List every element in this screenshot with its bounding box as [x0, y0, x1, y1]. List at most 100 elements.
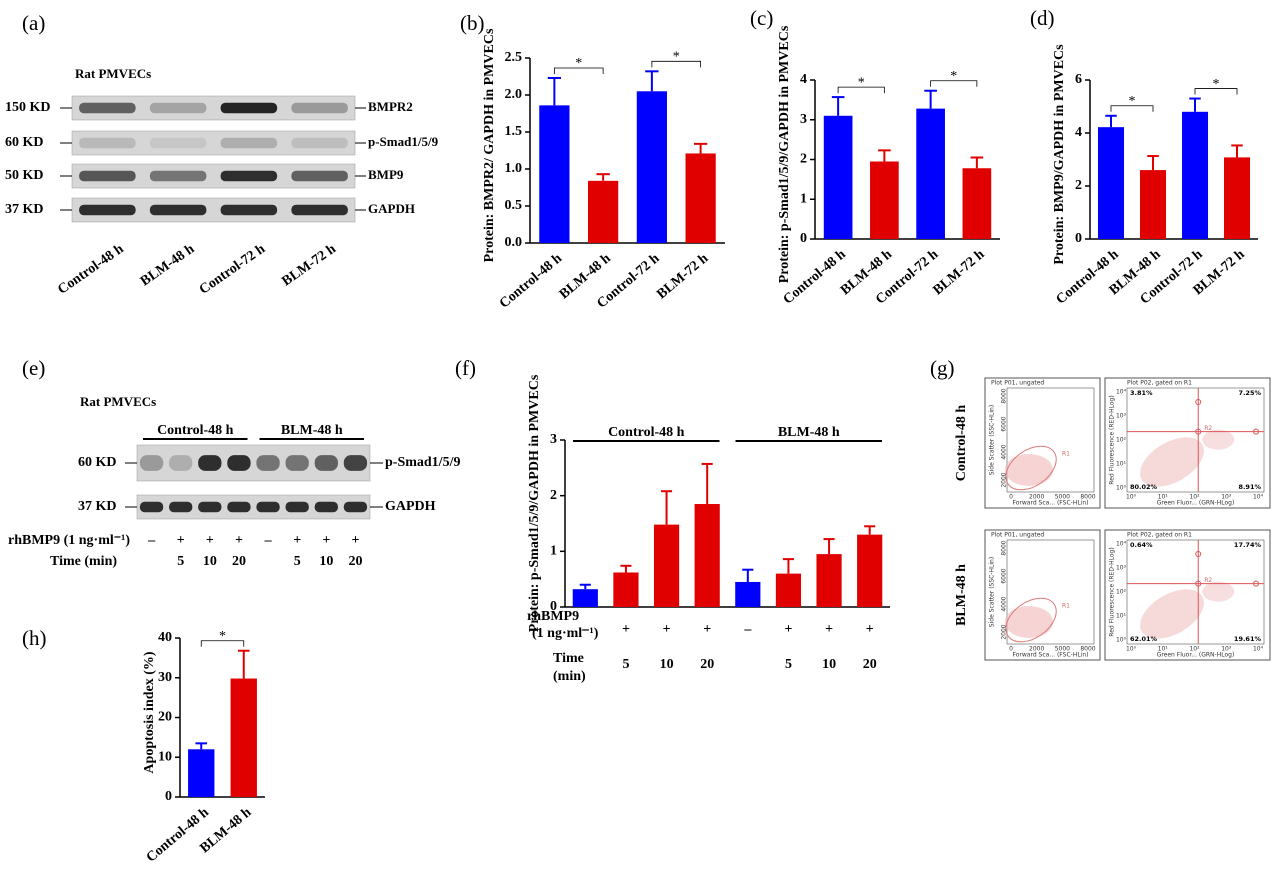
significance-label: * [1129, 94, 1136, 109]
group-label: Control-48 h [608, 425, 685, 440]
bar [694, 504, 720, 607]
y-axis-label: Protein: BMP9/GAPDH in PMVECs [1052, 44, 1067, 265]
row-label: Control-48 h [954, 405, 969, 482]
row-value: – [581, 622, 590, 637]
lane-label: Control-48 h [55, 242, 126, 298]
row-value: + [206, 533, 214, 548]
bar [1139, 170, 1167, 239]
row-label: rhBMP9 (1 ng·ml⁻¹) [8, 533, 130, 548]
error-bar [742, 568, 754, 582]
row-value: 5 [622, 657, 629, 672]
significance-label: * [858, 75, 865, 90]
row-value: 10 [203, 554, 217, 569]
panel-label: (e) [22, 356, 45, 380]
x-tick-label: 8000 [1080, 494, 1095, 501]
y-tick-label: 10² [1116, 437, 1127, 444]
row-label: Time [553, 651, 584, 666]
blot-band [149, 102, 207, 114]
y-tick-label: 4000 [1001, 444, 1008, 459]
bar [1097, 127, 1125, 239]
mw-label: 37 KD [78, 499, 117, 514]
bar [572, 589, 598, 607]
error-bar [693, 142, 708, 154]
x-axis-label: Forward Sca... (FSC-HLin) [1013, 652, 1089, 659]
y-tick-label: 6 [1075, 72, 1082, 87]
panel-label: (h) [22, 626, 47, 650]
mw-label: 150 KD [5, 100, 51, 115]
gate-label: R2 [1204, 577, 1212, 584]
blot-band [139, 455, 164, 471]
y-tick-label: 1.0 [505, 161, 523, 176]
bar [188, 749, 215, 797]
significance-bracket [1194, 88, 1238, 95]
event-cloud [1140, 437, 1204, 487]
plot-title: Plot P02, gated on R1 [1127, 532, 1192, 539]
bar [588, 180, 619, 243]
y-tick-label: 10³ [1116, 565, 1127, 572]
y-tick-label: 0.5 [505, 198, 523, 213]
x-tick-label: 5000 [1055, 494, 1070, 501]
error-bar [645, 70, 659, 92]
bar [230, 678, 257, 797]
x-tick-label: 0 [1009, 494, 1013, 501]
bar [916, 108, 945, 240]
protein-label: BMP9 [368, 167, 404, 182]
y-tick-label: 10¹ [1116, 461, 1127, 468]
x-tick-label: 10⁰ [1126, 494, 1137, 501]
row-value: 20 [232, 554, 246, 569]
quadrant-value: 17.74% [1234, 541, 1262, 549]
blot-band [79, 137, 136, 149]
y-tick-label: 1.5 [505, 124, 523, 139]
y-axis-label: Side Scatter (SSC-HLin) [989, 557, 996, 627]
event-cloud [1202, 581, 1235, 602]
x-tick-label: 10⁴ [1253, 646, 1264, 653]
bar [685, 153, 716, 243]
protein-label: GAPDH [385, 499, 436, 514]
row-value: + [177, 533, 185, 548]
mw-label: 60 KD [5, 135, 44, 150]
row-value: 20 [700, 657, 714, 672]
plot-frame [984, 377, 1101, 509]
group-label: BLM-48 h [778, 425, 840, 440]
quadrant-handle [1195, 399, 1202, 405]
row-value: 10 [822, 657, 836, 672]
y-tick-label: 10⁰ [1116, 485, 1127, 492]
error-bar [661, 490, 673, 525]
x-tick-label: 10² [1189, 494, 1200, 501]
significance-bracket [200, 640, 245, 647]
y-tick-label: 4 [800, 72, 807, 87]
x-axis-label: Green Fluor... (GRN-HLog) [1157, 500, 1235, 507]
quadrant-handle [1195, 551, 1202, 557]
row-label: (1 ng·ml⁻¹) [532, 626, 599, 641]
row-value: 5 [785, 657, 792, 672]
y-tick-label: 4000 [1001, 596, 1008, 611]
y-tick-label: 8000 [1001, 388, 1008, 403]
quadrant-value: 62.01% [1130, 635, 1158, 643]
error-bar [831, 96, 845, 116]
blot-band [285, 455, 309, 471]
blot-band [291, 137, 348, 149]
significance-label: * [219, 629, 226, 644]
lane-label: BLM-48 h [138, 242, 197, 290]
blot-band [220, 170, 278, 182]
quadrant-value: 0.64% [1130, 541, 1153, 549]
x-tick-label: 10² [1189, 646, 1200, 653]
row-value: 20 [348, 554, 362, 569]
error-bar [1231, 144, 1243, 158]
error-bar [579, 583, 591, 590]
mw-label: 60 KD [78, 455, 117, 470]
significance-bracket [553, 67, 604, 74]
row-value: 10 [319, 554, 333, 569]
y-axis-label: Protein: p-Smad1/5/9/GAPDH in PMVECs [527, 374, 542, 632]
plot-area [1126, 387, 1265, 493]
blot-band [285, 501, 309, 513]
blot-band [149, 137, 207, 149]
y-tick-label: 6000 [1001, 568, 1008, 583]
blot-band [220, 102, 278, 114]
error-bar [924, 89, 937, 109]
quadrant-value: 19.61% [1234, 635, 1262, 643]
panel-label: (f) [455, 356, 476, 380]
row-value: + [235, 533, 243, 548]
blot-band [220, 137, 278, 149]
row-value: + [866, 622, 874, 637]
